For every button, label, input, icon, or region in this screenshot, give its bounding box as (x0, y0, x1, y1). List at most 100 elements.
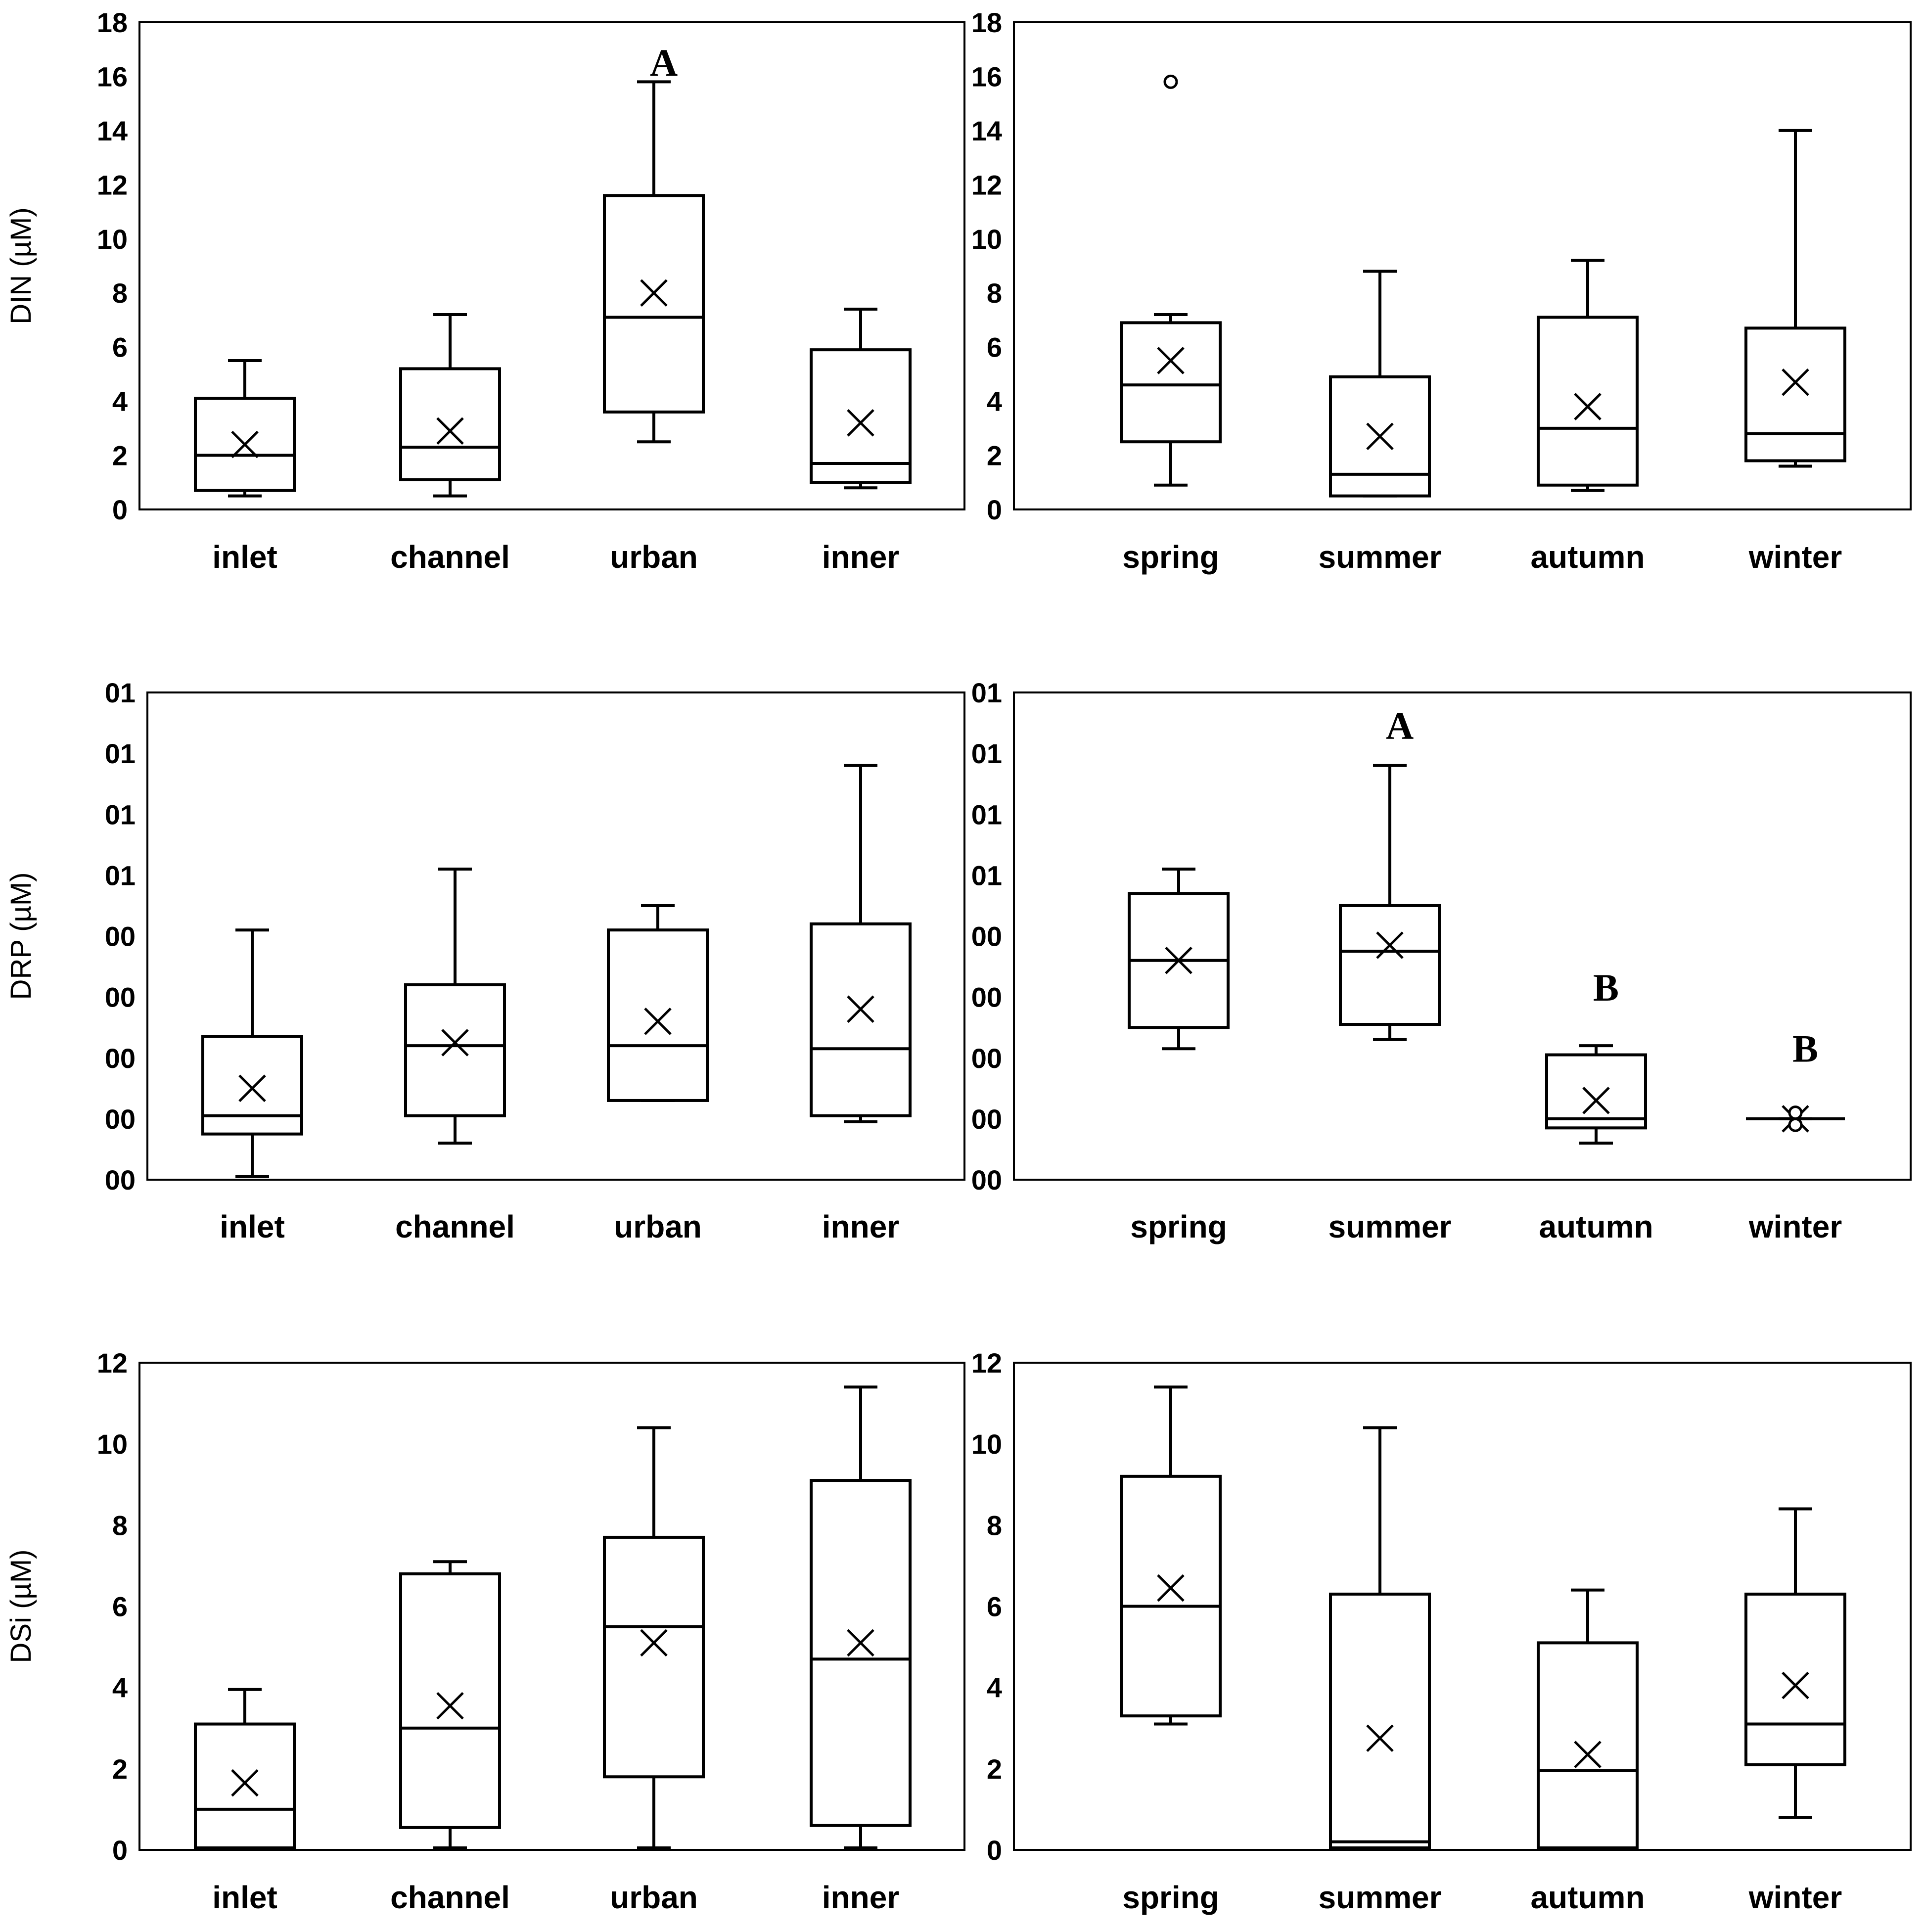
outlier-point (1788, 1117, 1803, 1132)
box-autumn (1537, 1588, 1639, 1849)
box-inlet (194, 1688, 296, 1849)
x-category-label: winter (1748, 1209, 1842, 1244)
significance-letter: A (650, 41, 678, 84)
y-tick-label: 01 (105, 799, 136, 830)
plot-frame (1013, 1362, 1912, 1851)
din-by-site-panel: 0 2 4 6 8 10 12 14 16 18 DIN (µM) inlet channel urban… (5, 7, 965, 575)
y-tick-label: 12 (97, 169, 128, 200)
plot-frame (1013, 21, 1912, 510)
iqr-box (810, 1479, 912, 1827)
x-category-label: inlet (220, 1209, 285, 1244)
box-summer (1339, 764, 1441, 1041)
x-category-label: spring (1122, 539, 1219, 575)
box-inner (810, 764, 912, 1124)
y-tick-label: 12 (971, 1347, 1002, 1379)
mean-marker (847, 1629, 874, 1657)
y-tick-label: 01 (105, 677, 136, 708)
outlier-point (1163, 74, 1178, 89)
mean-marker (847, 995, 874, 1023)
y-tick-label: 14 (97, 115, 128, 146)
y-tick-label: 18 (97, 7, 128, 38)
mean-marker (640, 279, 668, 307)
box-inner (810, 308, 912, 490)
dsi-by-season-panel: 0 2 4 6 8 10 12 spring summer autumn winter (971, 1347, 1912, 1915)
iqr-box (607, 928, 709, 1102)
x-category-label: autumn (1530, 1880, 1645, 1915)
y-tick-label: 01 (971, 860, 1002, 891)
plot-frame (146, 691, 965, 1181)
iqr-box (1120, 1474, 1222, 1718)
box-winter (1744, 129, 1846, 468)
mean-marker (1366, 1724, 1394, 1752)
x-category-label: inlet (212, 1880, 277, 1915)
dsi-by-site-panel: 0 2 4 6 8 10 12 DSi (µM) inlet channel urban inner (5, 1347, 965, 1915)
outlier-point (1788, 1105, 1803, 1120)
x-category-label: channel (390, 1880, 510, 1915)
y-tick-label: 2 (112, 1753, 128, 1785)
y-tick-label: 00 (105, 1104, 136, 1135)
y-tick-label: 2 (987, 1753, 1002, 1785)
y-tick-label: 12 (971, 169, 1002, 200)
mean-marker (1157, 347, 1185, 374)
iqr-box (399, 367, 501, 481)
mean-marker (847, 409, 874, 437)
x-category-label: inner (822, 1209, 899, 1244)
mean-marker (1582, 1087, 1610, 1114)
box-channel (399, 313, 501, 498)
significance-letter: B (1593, 966, 1619, 1009)
x-category-label: autumn (1530, 539, 1645, 575)
significance-letter: A (1386, 704, 1414, 747)
y-tick-label: 6 (987, 1591, 1002, 1622)
box-urban (603, 1426, 705, 1849)
mean-marker (1165, 946, 1192, 974)
y-tick-label: 01 (971, 799, 1002, 830)
y-tick-label: 0 (112, 494, 128, 525)
y-tick-label: 8 (987, 277, 1002, 309)
y-tick-label: 0 (112, 1835, 128, 1866)
y-tick-label: 18 (971, 7, 1002, 38)
y-tick-label: 00 (105, 1164, 136, 1196)
plot-frame (138, 21, 965, 510)
mean-marker (644, 1008, 672, 1035)
mean-marker (1157, 1574, 1185, 1602)
box-inner (810, 1385, 912, 1849)
x-category-label: winter (1748, 1880, 1842, 1915)
box-urban (603, 80, 705, 444)
y-tick-label: 0 (987, 494, 1002, 525)
box-spring (1120, 1385, 1222, 1726)
iqr-box (1120, 321, 1222, 444)
y-tick-label: 16 (97, 61, 128, 92)
iqr-box (194, 1722, 296, 1849)
y-axis-title: DRP (µM) (5, 873, 37, 1000)
box-inlet (194, 359, 296, 498)
box-summer (1329, 1426, 1431, 1849)
y-tick-label: 00 (971, 982, 1002, 1013)
mean-marker (231, 1769, 259, 1797)
iqr-box (1537, 1641, 1639, 1849)
y-tick-label: 00 (971, 1104, 1002, 1135)
y-tick-label: 0 (987, 1835, 1002, 1866)
iqr-box (1339, 904, 1441, 1026)
y-axis-title: DSi (µM) (5, 1550, 37, 1663)
mean-marker (436, 1692, 464, 1720)
iqr-box (201, 1035, 303, 1136)
y-tick-label: 12 (97, 1347, 128, 1379)
iqr-box (1744, 1592, 1846, 1766)
iqr-box (404, 983, 506, 1117)
box-inlet (201, 928, 303, 1178)
box-autumn (1545, 1044, 1647, 1145)
y-tick-label: 8 (987, 1510, 1002, 1541)
y-tick-label: 4 (112, 1672, 128, 1703)
box-urban (607, 904, 709, 1102)
significance-letter: B (1792, 1027, 1818, 1070)
mean-marker (1782, 1671, 1809, 1700)
x-category-label: urban (610, 1880, 698, 1915)
plot-frame (138, 1362, 965, 1851)
y-tick-label: 00 (971, 1164, 1002, 1196)
iqr-box (810, 922, 912, 1117)
x-category-label: inner (822, 1880, 899, 1915)
y-tick-label: 01 (971, 677, 1002, 708)
mean-marker (231, 430, 259, 459)
iqr-box (1329, 1592, 1431, 1849)
x-category-label: urban (610, 539, 698, 575)
